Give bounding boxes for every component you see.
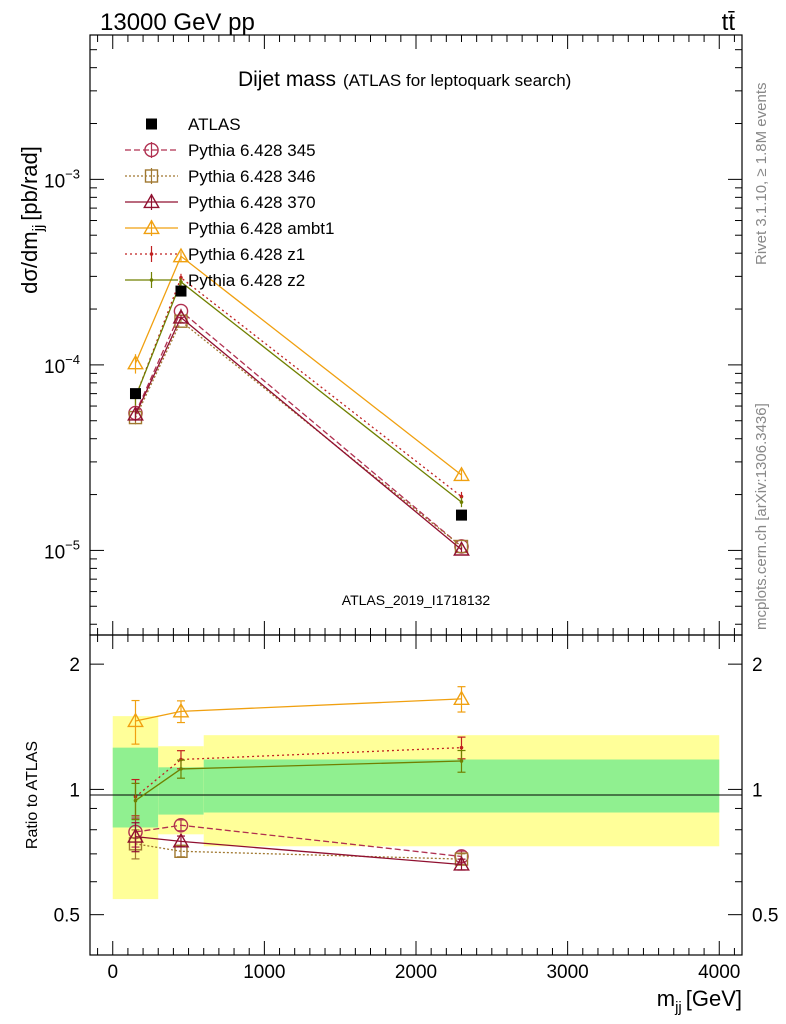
marker-ambt1 [453, 466, 470, 482]
x-tick-label: 0 [107, 962, 118, 983]
x-axis-label-main: m [657, 986, 675, 1011]
y-tick-label: 10−5 [44, 537, 80, 563]
x-tick-label: 2000 [395, 962, 437, 983]
legend-label-z2: Pythia 6.428 z2 [188, 271, 305, 290]
ratio-marker-p370 [172, 832, 190, 848]
series-line-p346 [134, 320, 462, 547]
series-line-p370 [134, 316, 462, 551]
main-data-points [129, 285, 467, 521]
data-point-atlas [175, 285, 187, 297]
main-series-lines [127, 247, 470, 556]
ratio-y-tick-label: 1 [69, 780, 80, 801]
x-axis-label: mjj [GeV] [657, 986, 742, 1016]
ratio-marker-z2 [459, 759, 464, 763]
legend-marker-p345 [144, 142, 159, 158]
series-line-p345 [134, 310, 462, 547]
marker-z1 [459, 494, 464, 499]
y-tick-label: 10−3 [44, 166, 80, 192]
marker-p370 [453, 541, 470, 556]
ratio-line-z1 [135, 746, 462, 798]
ratio-y-axis-label: Ratio to ATLAS [24, 741, 41, 849]
marker-z2 [459, 500, 464, 504]
final-state-label: tt̄ [722, 9, 736, 36]
y-tick-label: 10−4 [44, 352, 80, 378]
x-tick-label: 3000 [546, 962, 588, 983]
legend-label-z1: Pythia 6.428 z1 [188, 245, 305, 264]
ratio-uncertainty-bands [112, 716, 720, 900]
svg-text:dσ/dmjj[pb/rad]: dσ/dmjj [pb/rad] [17, 146, 47, 294]
mcplots-source-label: mcplots.cern.ch [arXiv:1306.3436] [753, 403, 770, 630]
y-axis-label-unit: [pb/rad] [17, 146, 42, 221]
data-point-atlas [129, 388, 141, 400]
y-axis-label-main: dσ/dm [17, 231, 42, 294]
y-axis-label-sub: jj [30, 225, 47, 233]
legend-marker-z1 [149, 252, 154, 256]
chart-subtitle: (ATLAS for leptoquark search) [343, 71, 571, 90]
legend-label-p346: Pythia 6.428 346 [188, 167, 316, 186]
main-ticks: 10−3 10−4 10−5 [44, 34, 742, 635]
legend-marker-z2 [149, 278, 154, 282]
marker-ambt1 [172, 247, 190, 263]
rivet-version-label: Rivet 3.1.10, ≥ 1.8M events [753, 83, 770, 266]
ratio-y-tick-label: 0.5 [54, 906, 80, 927]
legend-label-p345: Pythia 6.428 345 [188, 141, 316, 160]
ratio-y-tick-label-right: 2 [752, 655, 763, 676]
marker-p370 [127, 405, 144, 421]
ratio-marker-p370 [453, 855, 470, 871]
chart-title: Dijet mass [238, 68, 336, 91]
marker-p370 [172, 308, 190, 324]
x-axis-label-unit: [GeV] [686, 986, 742, 1011]
process-label: 13000 GeV pp [100, 9, 255, 36]
ratio-y-tick-label: 2 [69, 655, 80, 676]
ratio-marker-z1 [459, 745, 464, 750]
legend-label-ambt1: Pythia 6.428 ambt1 [188, 219, 334, 238]
ratio-marker-z2 [133, 798, 138, 803]
ratio-series-lines [127, 686, 470, 871]
marker-z2 [179, 280, 183, 284]
legend-label-atlas: ATLAS [188, 115, 241, 134]
ratio-marker-p345 [173, 817, 189, 833]
ratio-marker-z2 [179, 767, 183, 771]
marker-p346 [454, 539, 469, 554]
ratio-marker-ambt1 [127, 712, 144, 728]
ratio-y-tick-label-right: 0.5 [752, 906, 778, 927]
legend-label-p370: Pythia 6.428 370 [188, 193, 316, 212]
x-tick-label: 4000 [698, 962, 740, 983]
ratio-ticks: 0.5 0.5 1 1 2 2 0 1000 2000 3000 4000 [54, 635, 778, 983]
data-point-atlas [455, 509, 467, 521]
ratio-panel: 0.5 0.5 1 1 2 2 0 1000 2000 3000 4000 [54, 634, 778, 983]
ratio-marker-ambt1 [453, 690, 470, 706]
legend-marker-ambt1 [143, 219, 160, 235]
marker-ambt1 [127, 354, 144, 370]
x-tick-label: 1000 [243, 962, 285, 983]
legend-marker-atlas [146, 118, 157, 130]
x-axis-label-sub: jj [674, 999, 682, 1016]
marker-z1 [179, 275, 183, 280]
y-axis-label: dσ/dmjj [pb/rad] [17, 146, 47, 294]
legend-marker-p370 [143, 193, 160, 209]
legend: ATLAS Pythia 6.428 345 Pythia 6.428 346 Pyt… [125, 115, 334, 290]
ratio-frame [89, 634, 743, 956]
ratio-marker-ambt1 [172, 702, 190, 718]
ratio-marker-p370 [127, 828, 144, 843]
series-line-z1 [134, 276, 462, 498]
legend-marker-p346 [144, 169, 159, 183]
ratio-y-tick-label-right: 1 [752, 780, 763, 801]
watermark: ATLAS_2019_I1718132 [342, 592, 491, 608]
